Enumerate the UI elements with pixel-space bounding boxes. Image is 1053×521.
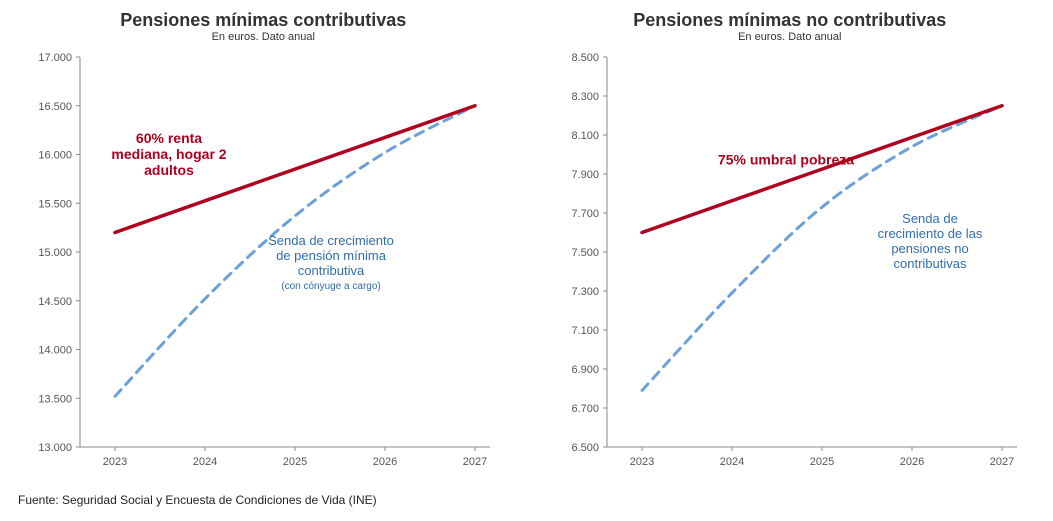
left-subtitle: En euros. Dato anual	[20, 31, 507, 43]
svg-text:15.500: 15.500	[38, 198, 72, 210]
svg-text:7.300: 7.300	[571, 286, 599, 298]
svg-text:15.000: 15.000	[38, 247, 72, 259]
svg-text:13.000: 13.000	[38, 442, 72, 454]
svg-text:2027: 2027	[989, 456, 1013, 468]
svg-text:2023: 2023	[629, 456, 653, 468]
svg-text:Senda de crecimientode pensión: Senda de crecimientode pensión mínimacon…	[268, 233, 394, 292]
svg-text:17.000: 17.000	[38, 52, 72, 64]
svg-text:8.100: 8.100	[571, 130, 599, 142]
right-chart: 6.500 6.700 6.900 7.100 7.300 7.500 7.700 7.900…	[547, 47, 1033, 487]
svg-text:7.900: 7.900	[571, 169, 599, 181]
svg-text:7.100: 7.100	[571, 325, 599, 337]
svg-text:2023: 2023	[103, 456, 127, 468]
svg-text:6.700: 6.700	[571, 403, 599, 415]
charts-row: Pensiones mínimas contributivas En euros…	[0, 0, 1053, 487]
svg-text:16.500: 16.500	[38, 101, 72, 113]
source-line: Fuente: Seguridad Social y Encuesta de C…	[0, 487, 1053, 507]
svg-text:2024: 2024	[193, 456, 217, 468]
svg-text:6.900: 6.900	[571, 364, 599, 376]
svg-text:75% umbral pobreza: 75% umbral pobreza	[717, 151, 853, 167]
svg-text:7.700: 7.700	[571, 208, 599, 220]
svg-text:2025: 2025	[809, 456, 833, 468]
svg-text:8.500: 8.500	[571, 52, 599, 64]
right-subtitle: En euros. Dato anual	[547, 31, 1034, 43]
right-panel: Pensiones mínimas no contributivas En eu…	[547, 10, 1034, 487]
svg-text:13.500: 13.500	[38, 393, 72, 405]
svg-text:16.000: 16.000	[38, 150, 72, 162]
svg-text:6.500: 6.500	[571, 442, 599, 454]
svg-text:7.500: 7.500	[571, 247, 599, 259]
left-title: Pensiones mínimas contributivas	[20, 10, 507, 31]
svg-text:14.000: 14.000	[38, 345, 72, 357]
svg-text:2024: 2024	[719, 456, 743, 468]
svg-text:2027: 2027	[463, 456, 487, 468]
svg-text:60% rentamediana, hogar 2adult: 60% rentamediana, hogar 2adultos	[111, 130, 226, 178]
left-chart: 13.000 13.500 14.000 14.500 15.000 15.500 16.0…	[20, 47, 506, 487]
svg-text:2025: 2025	[283, 456, 307, 468]
svg-text:Senda decrecimiento de laspens: Senda decrecimiento de laspensiones noco…	[877, 211, 982, 271]
right-title: Pensiones mínimas no contributivas	[547, 10, 1034, 31]
svg-text:2026: 2026	[899, 456, 923, 468]
svg-text:2026: 2026	[373, 456, 397, 468]
svg-text:8.300: 8.300	[571, 91, 599, 103]
left-panel: Pensiones mínimas contributivas En euros…	[20, 10, 507, 487]
svg-text:14.500: 14.500	[38, 296, 72, 308]
